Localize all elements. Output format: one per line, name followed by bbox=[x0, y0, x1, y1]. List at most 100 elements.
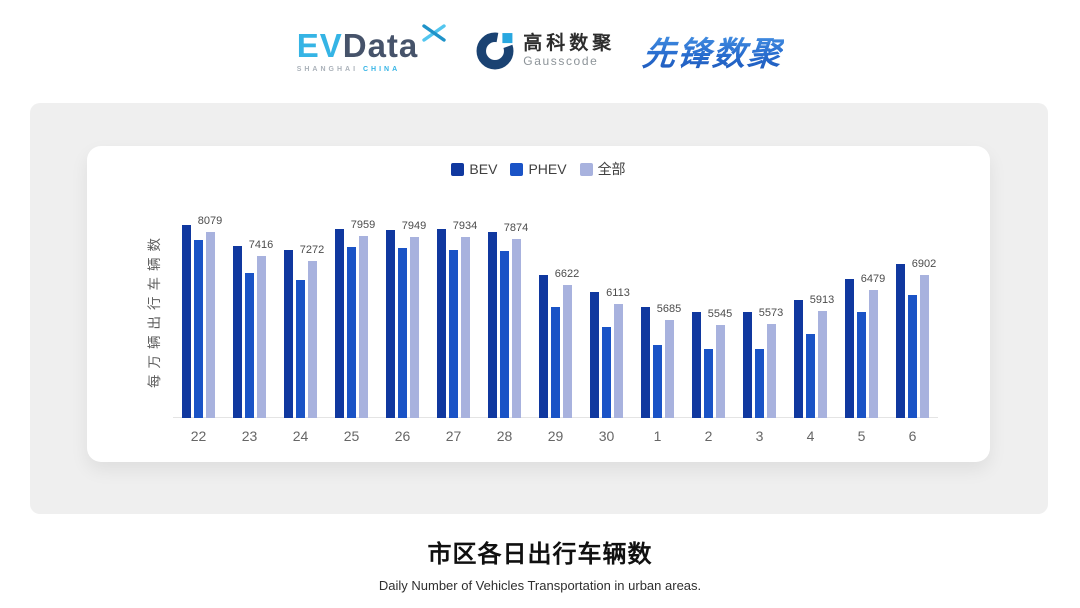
bar-cluster bbox=[896, 198, 929, 418]
bar-chart-plot: 8079 22 7416 23 7272 24 7959 25 7949 26 7934 27 7874… bbox=[173, 198, 938, 444]
bar-PHEV-day-5[interactable] bbox=[857, 312, 866, 418]
legend-item-PHEV[interactable]: PHEV bbox=[510, 161, 567, 177]
bar-PHEV-day-26[interactable] bbox=[398, 248, 407, 418]
bar-value-label-day-4: 5913 bbox=[809, 294, 835, 306]
bar-group-day-29: 6622 29 bbox=[530, 198, 581, 444]
bar-BEV-day-3[interactable] bbox=[743, 312, 752, 418]
bar-BEV-day-25[interactable] bbox=[335, 229, 344, 418]
evdata-tagline: SHANGHAI CHINA bbox=[297, 66, 419, 73]
bar-BEV-day-27[interactable] bbox=[437, 229, 446, 418]
bar-PHEV-day-22[interactable] bbox=[194, 240, 203, 418]
bar-全部-day-4[interactable] bbox=[818, 311, 827, 418]
x-axis-tick-label-1: 1 bbox=[653, 428, 662, 444]
x-axis-tick-label-27: 27 bbox=[445, 428, 462, 444]
bar-value-label-day-24: 7272 bbox=[299, 244, 325, 256]
bar-BEV-day-4[interactable] bbox=[794, 300, 803, 418]
bar-全部-day-6[interactable] bbox=[920, 275, 929, 418]
bar-value-label-day-28: 7874 bbox=[503, 222, 529, 234]
bar-BEV-day-2[interactable] bbox=[692, 312, 701, 418]
bar-全部-day-26[interactable] bbox=[410, 237, 419, 418]
legend-item-全部[interactable]: 全部 bbox=[579, 159, 626, 179]
evdata-logo: EVData SHANGHAI CHINA bbox=[296, 24, 449, 73]
evdata-ev-text: EV bbox=[296, 27, 343, 64]
bar-BEV-day-22[interactable] bbox=[182, 225, 191, 418]
bar-PHEV-day-4[interactable] bbox=[806, 334, 815, 418]
y-axis-label: 每万辆出行车辆数 bbox=[147, 232, 162, 388]
evdata-tagline-china: CHINA bbox=[363, 66, 401, 73]
bar-PHEV-day-28[interactable] bbox=[500, 251, 509, 418]
bar-全部-day-25[interactable] bbox=[359, 236, 368, 418]
bar-value-label-day-1: 5685 bbox=[656, 303, 682, 315]
legend-swatch-BEV bbox=[451, 162, 465, 176]
bar-BEV-day-29[interactable] bbox=[539, 275, 548, 418]
bar-value-label-day-6: 6902 bbox=[911, 258, 937, 270]
x-axis-tick-label-28: 28 bbox=[496, 428, 513, 444]
bar-PHEV-day-27[interactable] bbox=[449, 250, 458, 418]
bar-PHEV-day-25[interactable] bbox=[347, 247, 356, 418]
bar-group-day-24: 7272 24 bbox=[275, 198, 326, 444]
gausscode-cn-text: 高科数聚 bbox=[523, 32, 616, 54]
bar-value-label-day-25: 7959 bbox=[350, 219, 376, 231]
bar-BEV-day-28[interactable] bbox=[488, 232, 497, 418]
bar-BEV-day-5[interactable] bbox=[845, 279, 854, 418]
bar-全部-day-28[interactable] bbox=[512, 239, 521, 418]
bar-value-label-day-30: 6113 bbox=[606, 287, 630, 299]
bar-group-day-1: 5685 1 bbox=[632, 198, 683, 444]
bar-cluster bbox=[743, 198, 776, 418]
x-axis-tick-label-23: 23 bbox=[241, 428, 258, 444]
bar-PHEV-day-30[interactable] bbox=[602, 327, 611, 418]
bar-group-day-27: 7934 27 bbox=[428, 198, 479, 444]
bar-cluster bbox=[539, 198, 572, 418]
header-logos: EVData SHANGHAI CHINA 高科数聚 Gausscode 先锋数… bbox=[0, 16, 1080, 86]
bar-全部-day-3[interactable] bbox=[767, 324, 776, 418]
bar-PHEV-day-3[interactable] bbox=[755, 349, 764, 418]
bar-group-day-4: 5913 4 bbox=[785, 198, 836, 444]
bar-BEV-day-6[interactable] bbox=[896, 264, 905, 418]
bar-BEV-day-1[interactable] bbox=[641, 307, 650, 418]
chart-card: BEV PHEV 全部 每万辆出行车辆数 8079 22 7416 23 7272 24 795… bbox=[87, 146, 990, 462]
bar-value-label-day-22: 8079 bbox=[197, 215, 223, 227]
bar-PHEV-day-2[interactable] bbox=[704, 349, 713, 418]
x-axis-tick-label-6: 6 bbox=[908, 428, 917, 444]
bar-全部-day-27[interactable] bbox=[461, 237, 470, 418]
evdata-data-text: Data bbox=[342, 27, 419, 64]
legend-label-BEV: BEV bbox=[469, 161, 498, 177]
bar-group-day-25: 7959 25 bbox=[326, 198, 377, 444]
bar-BEV-day-23[interactable] bbox=[233, 246, 242, 418]
x-axis-tick-label-2: 2 bbox=[704, 428, 713, 444]
gausscode-logo: 高科数聚 Gausscode bbox=[476, 32, 615, 70]
evdata-tagline-shanghai: SHANGHAI bbox=[296, 66, 359, 73]
legend-swatch-全部 bbox=[579, 162, 593, 176]
gausscode-en-text: Gausscode bbox=[523, 54, 599, 69]
bar-全部-day-29[interactable] bbox=[563, 285, 572, 418]
bar-PHEV-day-1[interactable] bbox=[653, 345, 662, 418]
caption-block: 市区各日出行车辆数 Daily Number of Vehicles Trans… bbox=[0, 534, 1080, 593]
bar-PHEV-day-29[interactable] bbox=[551, 307, 560, 418]
bar-group-day-5: 6479 5 bbox=[836, 198, 887, 444]
bar-cluster bbox=[692, 198, 725, 418]
bar-value-label-day-5: 6479 bbox=[860, 273, 886, 285]
bar-全部-day-23[interactable] bbox=[257, 256, 266, 418]
bar-value-label-day-26: 7949 bbox=[401, 220, 427, 232]
bar-cluster bbox=[488, 198, 521, 418]
bar-value-label-day-2: 5545 bbox=[707, 308, 733, 320]
chart-panel: BEV PHEV 全部 每万辆出行车辆数 8079 22 7416 23 7272 24 795… bbox=[30, 103, 1048, 514]
bar-group-day-6: 6902 6 bbox=[887, 198, 938, 444]
bar-全部-day-2[interactable] bbox=[716, 325, 725, 418]
legend-item-BEV[interactable]: BEV bbox=[451, 161, 497, 177]
bar-BEV-day-24[interactable] bbox=[284, 250, 293, 418]
x-axis-tick-label-24: 24 bbox=[292, 428, 309, 444]
bar-PHEV-day-6[interactable] bbox=[908, 295, 917, 418]
x-axis-tick-label-30: 30 bbox=[598, 428, 615, 444]
bar-BEV-day-26[interactable] bbox=[386, 230, 395, 418]
bar-全部-day-5[interactable] bbox=[869, 290, 878, 418]
bar-全部-day-1[interactable] bbox=[665, 320, 674, 418]
bar-BEV-day-30[interactable] bbox=[590, 292, 599, 418]
bar-全部-day-22[interactable] bbox=[206, 232, 215, 418]
bar-全部-day-24[interactable] bbox=[308, 261, 317, 418]
bar-cluster bbox=[182, 198, 215, 418]
bar-全部-day-30[interactable] bbox=[614, 304, 623, 418]
bar-PHEV-day-24[interactable] bbox=[296, 280, 305, 418]
bar-group-day-28: 7874 28 bbox=[479, 198, 530, 444]
bar-PHEV-day-23[interactable] bbox=[245, 273, 254, 418]
